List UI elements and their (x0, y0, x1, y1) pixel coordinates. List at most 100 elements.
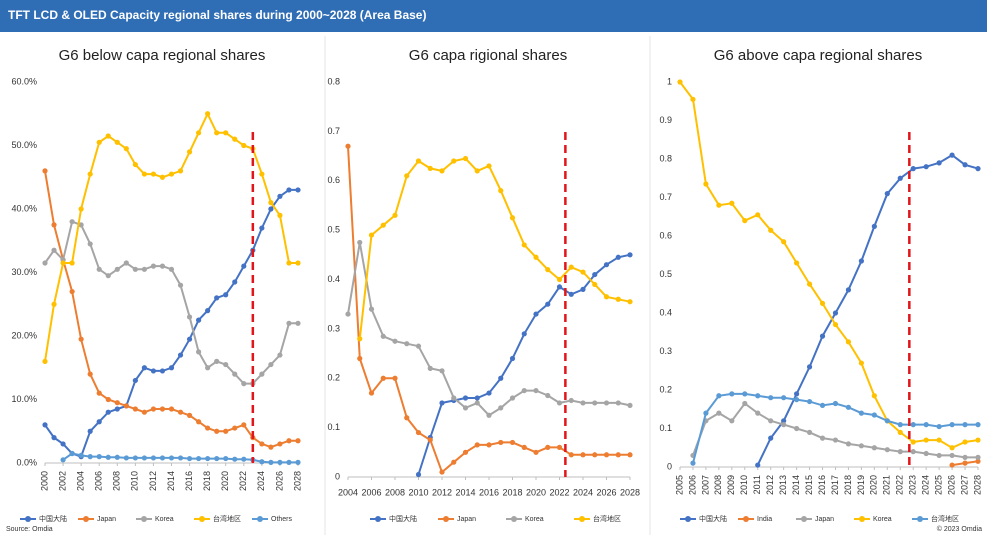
data-point (69, 288, 75, 295)
data-point (196, 419, 202, 425)
data-point (51, 222, 57, 228)
legend-label: 台湾地区 (593, 514, 621, 523)
data-point (462, 405, 469, 411)
data-point (498, 405, 504, 411)
data-point (96, 419, 102, 425)
data-point (168, 365, 175, 371)
x-tick-label: 2024 (921, 475, 931, 495)
data-point (556, 400, 563, 406)
x-tick-label: 2006 (361, 487, 381, 497)
x-tick-label: 2019 (856, 475, 866, 495)
x-tick-label: 2028 (620, 487, 640, 497)
data-point (962, 422, 968, 428)
data-point (105, 409, 111, 415)
header-bar (0, 0, 987, 32)
data-point (568, 452, 574, 458)
data-point (603, 400, 610, 406)
data-point (819, 435, 826, 441)
data-point (232, 279, 238, 285)
data-point (214, 130, 220, 136)
data-point (60, 441, 66, 447)
data-point (392, 338, 398, 344)
data-point (78, 452, 84, 458)
data-point (592, 271, 598, 278)
legend-label: 台湾地区 (213, 514, 241, 523)
x-tick-label: 2002 (57, 471, 67, 491)
data-point (177, 282, 184, 288)
data-point (223, 428, 229, 434)
y-tick-label: 0.8 (327, 76, 340, 86)
data-point (975, 422, 981, 428)
x-tick-label: 2014 (455, 487, 475, 497)
data-point (858, 443, 864, 449)
x-tick-label: 2004 (76, 471, 86, 491)
data-point (716, 202, 722, 208)
copyright: © 2023 Omdia (937, 525, 982, 533)
x-tick-label: 2016 (479, 487, 499, 497)
data-point (486, 442, 492, 448)
y-tick-label: 0.8 (659, 153, 672, 163)
data-point (427, 365, 433, 371)
data-point (794, 391, 800, 397)
data-point (845, 287, 852, 293)
data-point (486, 163, 492, 169)
data-point (196, 317, 202, 323)
chart-title: G6 below capa regional shares (59, 47, 266, 64)
data-point (533, 387, 539, 394)
data-point (545, 392, 551, 399)
data-point (259, 459, 265, 465)
data-point (603, 294, 610, 300)
data-point (975, 454, 981, 460)
x-tick-label: 2008 (112, 471, 122, 491)
legend-dot (801, 516, 807, 522)
data-point (150, 455, 157, 461)
data-point (132, 377, 138, 384)
data-point (277, 459, 283, 465)
data-point (451, 395, 457, 401)
data-point (78, 336, 84, 342)
x-tick-label: 2016 (817, 475, 827, 495)
data-point (858, 258, 864, 264)
data-point (177, 352, 184, 358)
data-point (897, 175, 903, 181)
data-point (186, 412, 193, 418)
data-point (232, 371, 238, 377)
data-point (533, 449, 539, 455)
data-point (884, 191, 890, 197)
x-tick-label: 2022 (238, 471, 248, 491)
data-point (177, 455, 184, 461)
data-point (241, 456, 247, 462)
data-point (205, 425, 211, 431)
series-line (44, 170, 298, 449)
data-point (87, 241, 93, 247)
y-tick-label: 0.7 (327, 126, 340, 136)
data-point (729, 200, 735, 206)
data-point (223, 130, 229, 136)
data-point (923, 450, 929, 457)
x-tick-label: 2016 (184, 471, 194, 491)
data-point (615, 254, 621, 260)
data-point (368, 232, 375, 238)
data-point (368, 390, 375, 396)
source: Source: Omdia (6, 526, 53, 533)
legend-dot (511, 516, 517, 522)
data-point (159, 406, 166, 412)
data-point (345, 143, 351, 149)
data-point (114, 454, 120, 460)
data-point (858, 360, 864, 366)
data-point (781, 395, 787, 401)
data-point (268, 444, 274, 450)
data-point (975, 458, 981, 464)
data-point (415, 471, 422, 478)
data-point (159, 263, 166, 269)
x-tick-label: 2018 (202, 471, 212, 491)
data-point (268, 361, 274, 368)
data-point (615, 452, 621, 458)
x-tick-label: 2020 (869, 475, 879, 495)
x-tick-label: 2026 (946, 475, 956, 495)
data-point (141, 365, 147, 371)
data-point (205, 308, 211, 314)
data-point (427, 437, 433, 443)
data-point (241, 381, 247, 387)
x-tick-label: 2014 (791, 475, 801, 495)
